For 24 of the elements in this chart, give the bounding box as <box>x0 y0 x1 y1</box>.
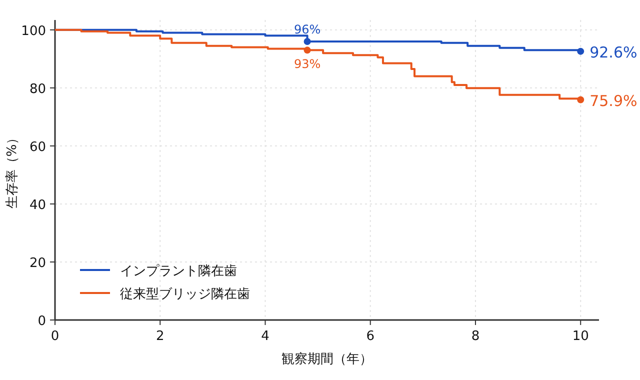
legend-label: インプラント隣在歯 <box>120 264 237 279</box>
y-tick-label: 60 <box>29 140 46 155</box>
y-axis-title: 生存率（%） <box>4 131 20 209</box>
data-label: 93% <box>294 57 321 72</box>
data-label: 75.9% <box>590 92 638 110</box>
y-tick-label: 20 <box>29 256 46 271</box>
x-tick-label: 4 <box>261 329 270 344</box>
y-tick-label: 80 <box>29 82 46 97</box>
data-label: 96% <box>294 22 321 36</box>
x-tick-label: 8 <box>471 329 480 344</box>
y-tick-label: 40 <box>29 198 46 213</box>
point <box>577 96 584 104</box>
point <box>304 38 311 45</box>
x-axis-title: 観察期間（年） <box>282 351 372 367</box>
y-tick-label: 0 <box>38 314 46 329</box>
x-tick-label: 0 <box>50 329 60 344</box>
y-tick-label: 100 <box>21 24 46 39</box>
x-tick-label: 10 <box>572 329 589 344</box>
x-tick-label: 6 <box>366 329 375 344</box>
x-tick-label: 2 <box>156 329 164 344</box>
data-label: 92.6% <box>590 43 638 62</box>
point <box>577 48 584 55</box>
legend-label: 従来型ブリッジ隣在歯 <box>120 287 250 302</box>
point <box>304 46 311 54</box>
